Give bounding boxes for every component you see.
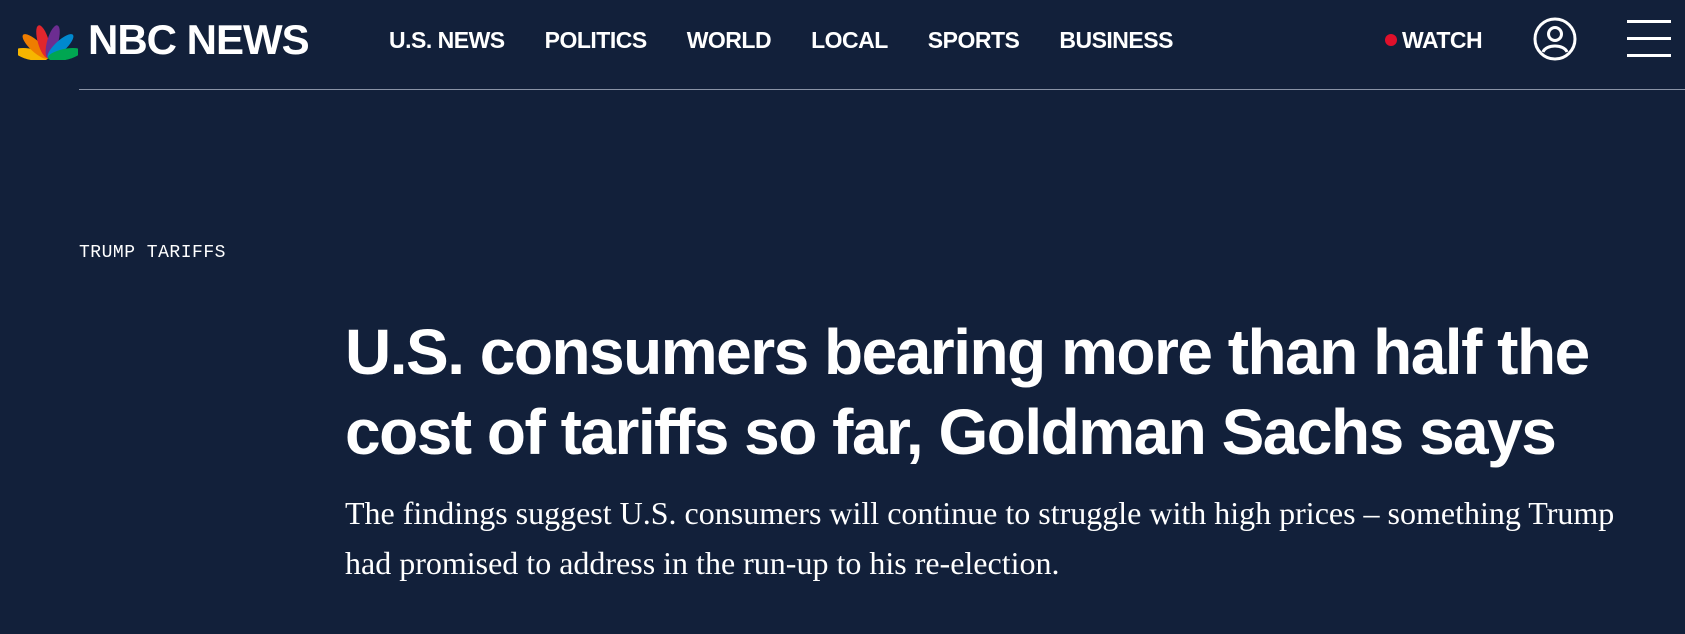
nav-item: LOCAL xyxy=(811,24,888,56)
header-divider xyxy=(79,89,1685,90)
nbc-peacock-icon xyxy=(18,25,78,60)
live-dot-icon xyxy=(1385,34,1397,46)
watch-live-link[interactable]: WATCH xyxy=(1385,24,1483,56)
account-button[interactable] xyxy=(1532,16,1578,62)
hamburger-menu-icon xyxy=(1627,20,1671,23)
nav-item: BUSINESS xyxy=(1059,24,1173,56)
nav-list: U.S. NEWS POLITICS WORLD LOCAL SPORTS BU… xyxy=(389,24,1173,56)
nav-link-world[interactable]: WORLD xyxy=(686,27,772,53)
article-headline: U.S. consumers bearing more than half th… xyxy=(345,316,1590,468)
section-eyebrow-link[interactable]: TRUMP TARIFFS xyxy=(79,243,226,263)
hamburger-menu-button[interactable] xyxy=(1627,18,1671,58)
nav-link-local[interactable]: LOCAL xyxy=(811,27,888,53)
nav-link-politics[interactable]: POLITICS xyxy=(544,27,648,53)
nbc-news-logo[interactable]: NBC NEWS xyxy=(18,16,310,64)
nav-item: SPORTS xyxy=(928,24,1020,56)
account-icon xyxy=(1533,17,1577,61)
article-dek: The findings suggest U.S. consumers will… xyxy=(345,495,1615,581)
hamburger-menu-icon xyxy=(1627,37,1671,40)
nav-link-sports[interactable]: SPORTS xyxy=(927,27,1020,53)
nav-item: U.S. NEWS xyxy=(389,24,505,56)
nav-item: POLITICS xyxy=(544,24,648,56)
nav-item: WORLD xyxy=(686,24,772,56)
logo-text: NBC NEWS xyxy=(88,16,310,63)
watch-label: WATCH xyxy=(1402,27,1483,53)
nav-link-us-news[interactable]: U.S. NEWS xyxy=(389,27,505,53)
hamburger-menu-icon xyxy=(1627,54,1671,57)
nav-link-business[interactable]: BUSINESS xyxy=(1059,27,1173,53)
site-header: NBC NEWS U.S. NEWS POLITICS WORLD LOCAL … xyxy=(0,0,1685,90)
